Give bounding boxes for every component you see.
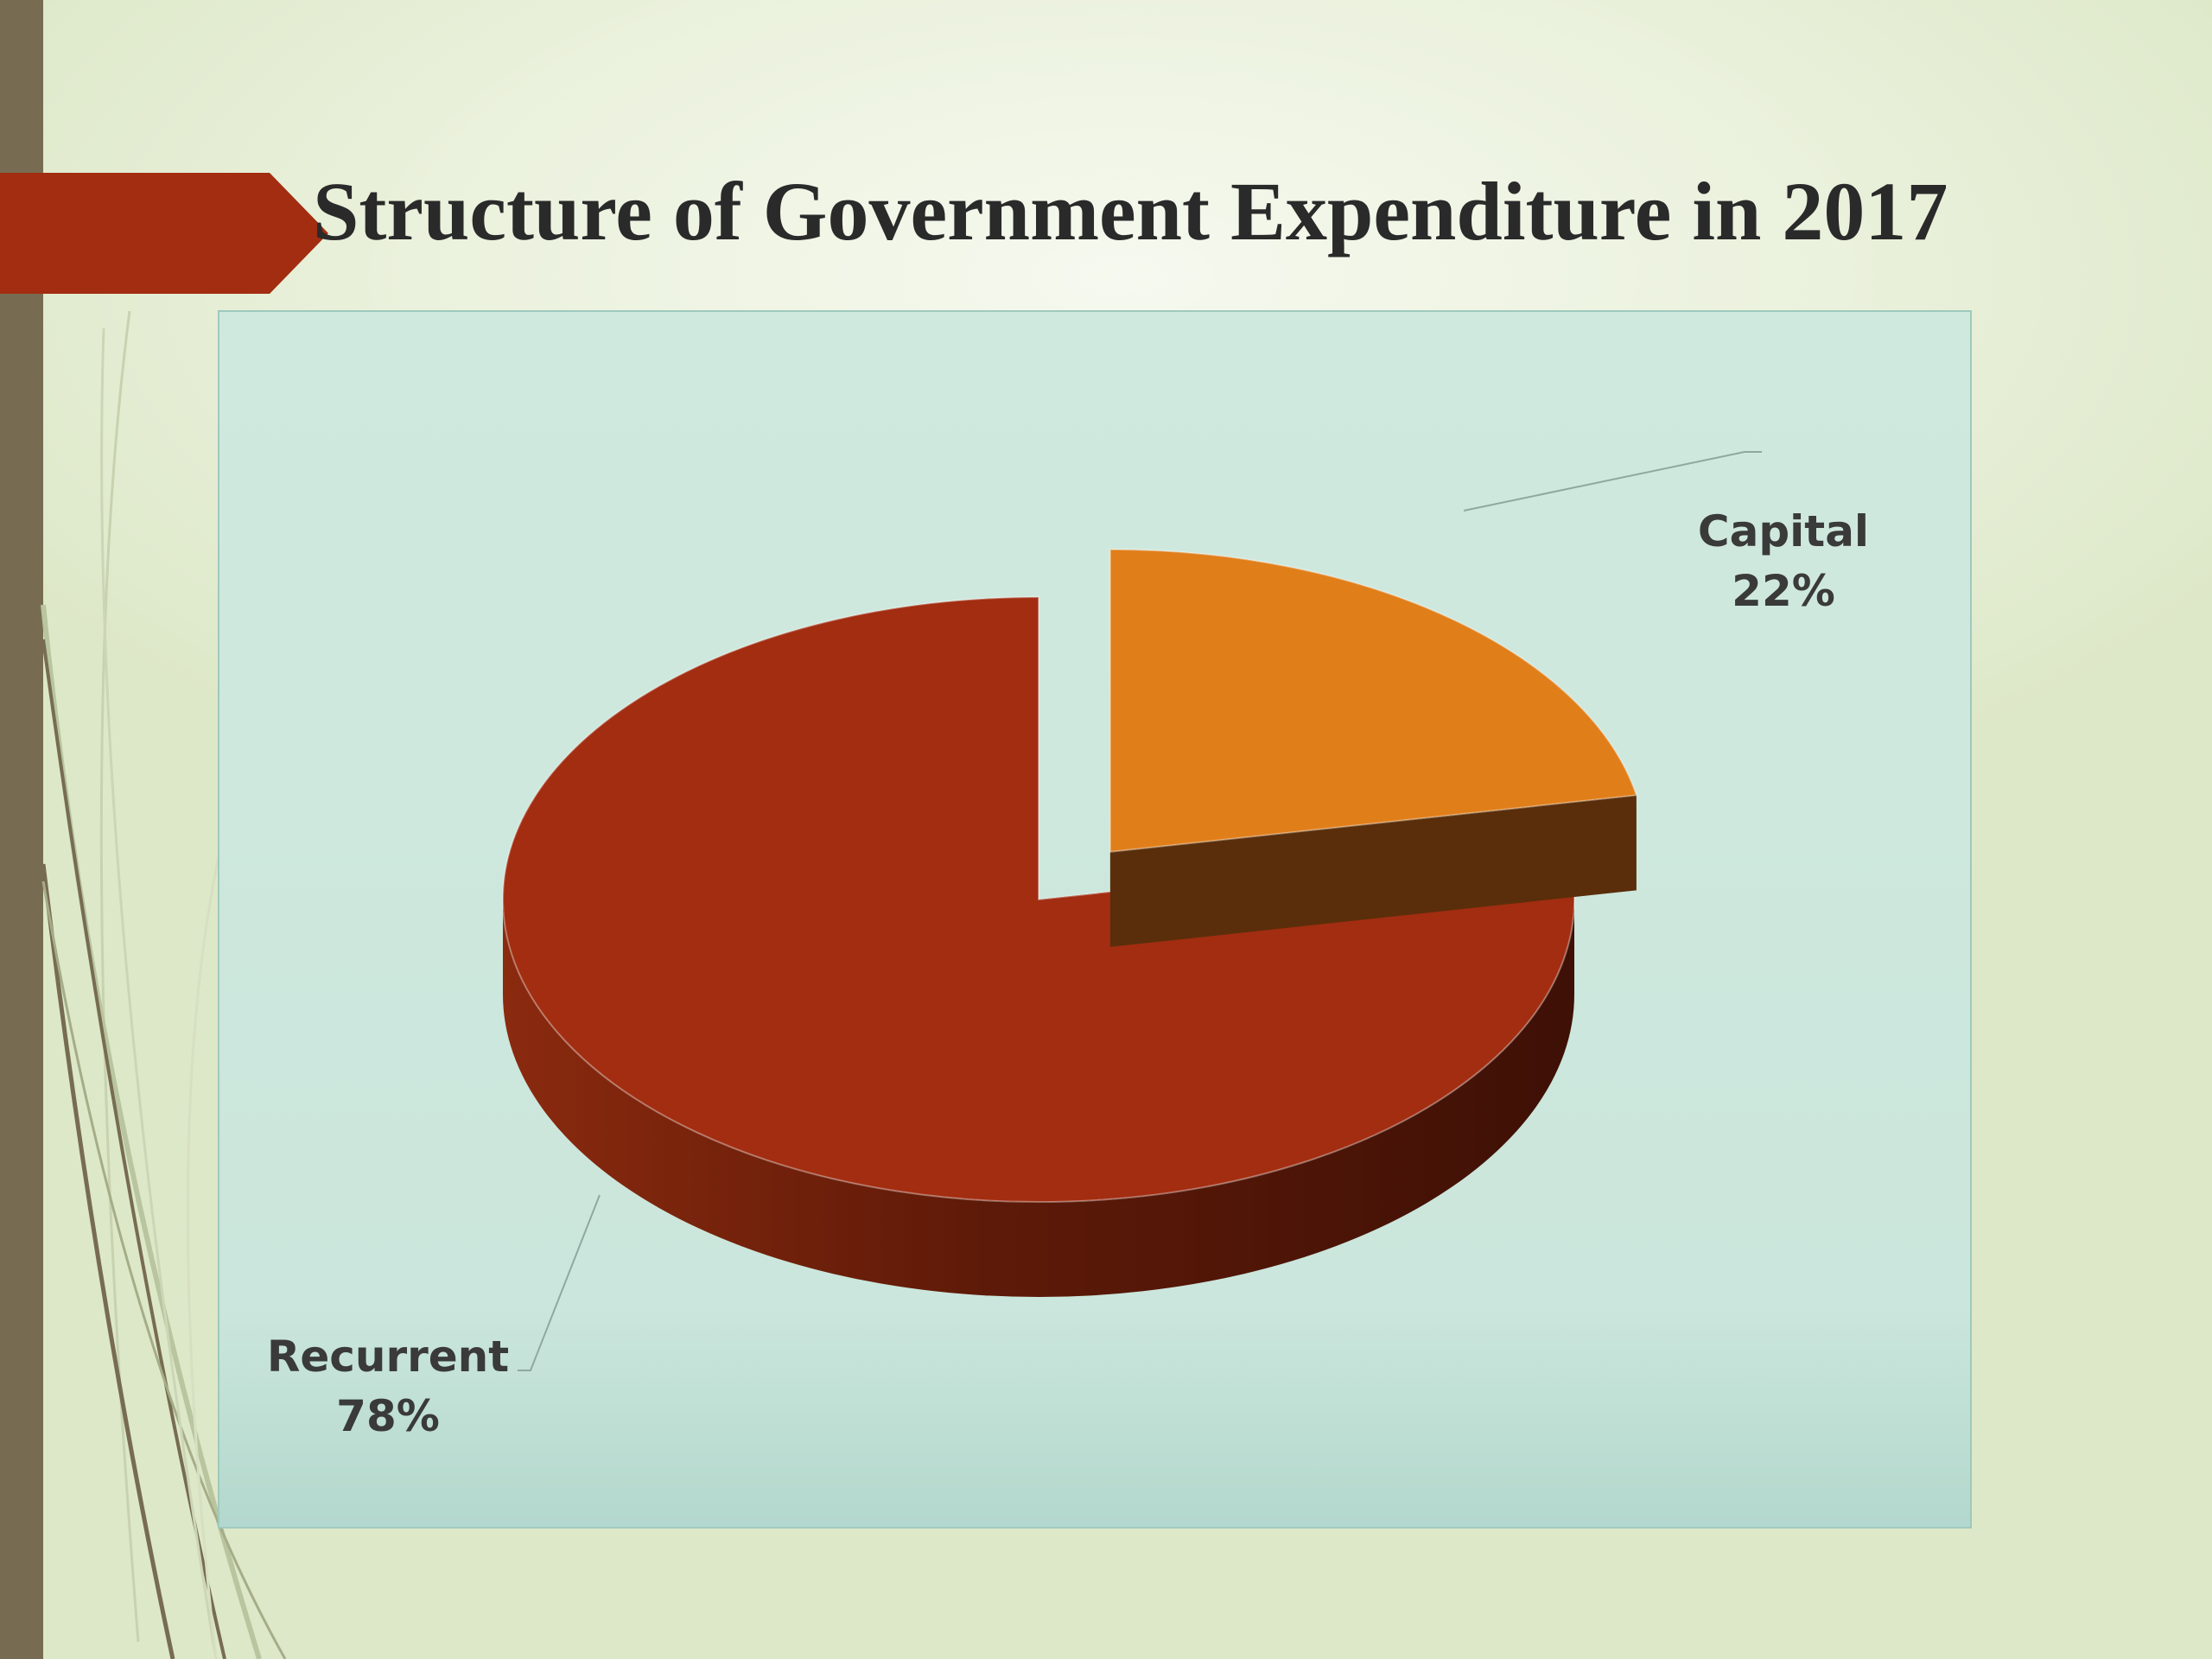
recurrent-label-text: Recurrent [266, 1332, 510, 1382]
slice-capital [1109, 548, 1638, 947]
capital-data-label: Capital 22% [1671, 502, 1896, 621]
capital-label-text: Capital [1697, 506, 1870, 556]
slice-capital-cut-face [1109, 795, 1637, 947]
decorative-curves [41, 310, 287, 1659]
chart-area: Capital 22% Recurrent 78% [218, 310, 1972, 1529]
slice-recurrent-top [502, 595, 1575, 1203]
slide-title: Structure of Government Expenditure in 2… [313, 165, 1948, 257]
title-accent-tab [0, 173, 328, 294]
recurrent-percent-text: 78% [336, 1391, 440, 1441]
capital-percent-text: 22% [1732, 566, 1835, 616]
capital-leader-line [1463, 451, 1762, 512]
pie-chart [502, 451, 1762, 1371]
recurrent-data-label: Recurrent 78% [263, 1327, 513, 1446]
recurrent-leader-line [518, 1194, 601, 1371]
slice-recurrent-side [503, 899, 1574, 1297]
slice-capital-top [1109, 548, 1638, 854]
